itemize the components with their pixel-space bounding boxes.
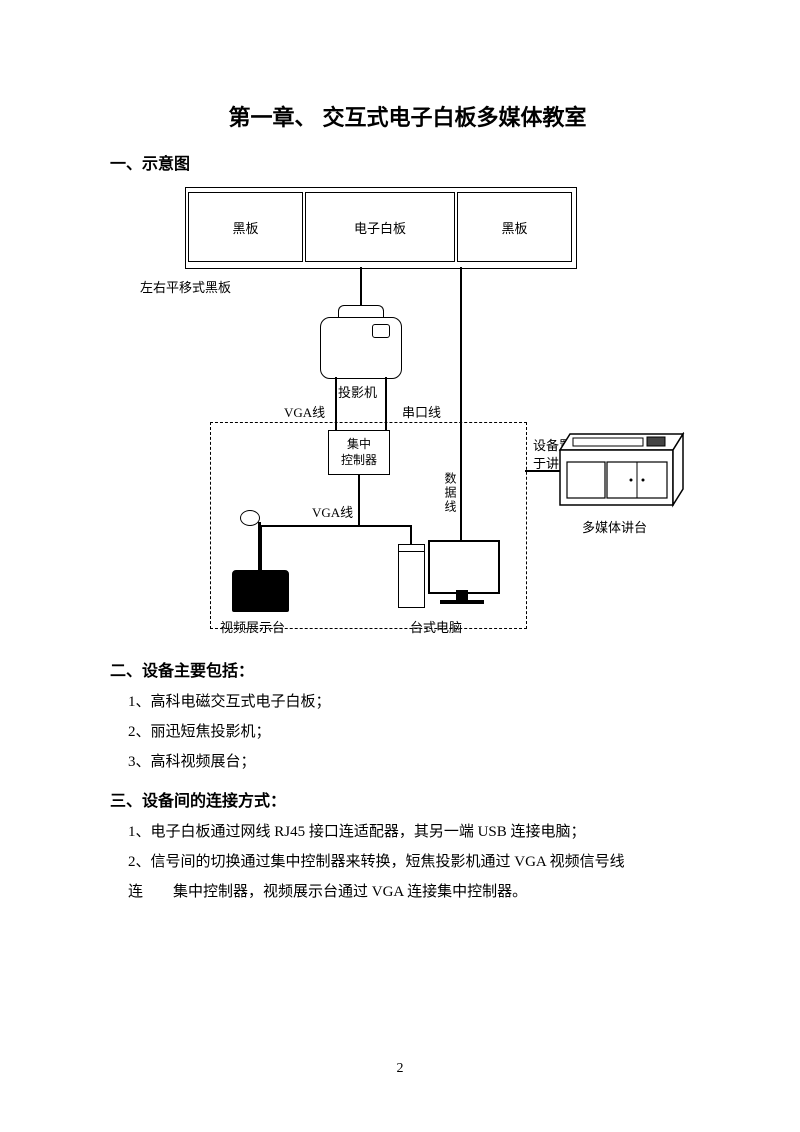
controller-label-1: 集中 [347,437,371,453]
chapter-title: 第一章、 交互式电子白板多媒体教室 [110,100,705,132]
list-item: 1、高科电磁交互式电子白板； [128,687,705,717]
monitor-icon [440,600,484,604]
list-item: 3、高科视频展台； [128,747,705,777]
vga-label-2: VGA线 [312,502,353,521]
connector-line [410,525,412,544]
section-3-heading: 三、设备间的连接方式： [110,787,705,811]
doc-camera-icon [232,570,289,612]
connector-line [360,267,362,305]
list-item: 1、电子白板通过网线 RJ45 接口连适配器，其另一端 USB 连接电脑； [128,817,705,847]
list-item: 2、丽迅短焦投影机； [128,717,705,747]
boards-caption: 左右平移式黑板 [140,277,231,296]
connection-list: 1、电子白板通过网线 RJ45 接口连适配器，其另一端 USB 连接电脑； 2、… [128,817,705,907]
blackboard-right: 黑板 [457,192,572,262]
e-whiteboard-label: 电子白板 [354,218,406,237]
blackboard-left: 黑板 [188,192,303,262]
list-item: 连 集中控制器，视频展示台通过 VGA 连接集中控制器。 [128,877,705,907]
connector-line [260,525,410,527]
blackboard-right-label: 黑板 [501,218,527,237]
monitor-icon [456,590,468,600]
schematic-diagram: 黑板 电子白板 黑板 左右平移式黑板 投影机 VGA线 串口线 集中 控制器 V… [140,182,700,647]
podium-icon [555,432,685,512]
section-2-heading: 二、设备主要包括： [110,657,705,681]
doc-camera-label: 视频展示台 [220,617,285,636]
pc-label: 台式电脑 [410,617,462,636]
blackboard-left-label: 黑板 [232,218,258,237]
connector-line [358,475,360,525]
doc-camera-icon [240,510,260,526]
page-number: 2 [0,1061,800,1077]
equipment-list: 1、高科电磁交互式电子白板； 2、丽迅短焦投影机； 3、高科视频展台； [128,687,705,777]
controller-box: 集中 控制器 [328,430,390,475]
list-item: 2、信号间的切换通过集中控制器来转换，短焦投影机通过 VGA 视频信号线 [128,847,705,877]
section-1-heading: 一、示意图 [110,150,705,174]
podium-label: 多媒体讲台 [582,517,647,536]
monitor-icon [428,540,500,594]
e-whiteboard: 电子白板 [305,192,455,262]
vga-label-1: VGA线 [284,402,325,421]
controller-label-2: 控制器 [341,453,377,469]
doc-camera-icon [258,522,261,572]
projector-icon [372,324,390,338]
serial-label: 串口线 [402,402,441,421]
connector-line [460,267,462,540]
data-cable-label: 数据线 [442,472,459,514]
pc-tower-icon [398,544,425,608]
projector-label: 投影机 [338,382,377,401]
